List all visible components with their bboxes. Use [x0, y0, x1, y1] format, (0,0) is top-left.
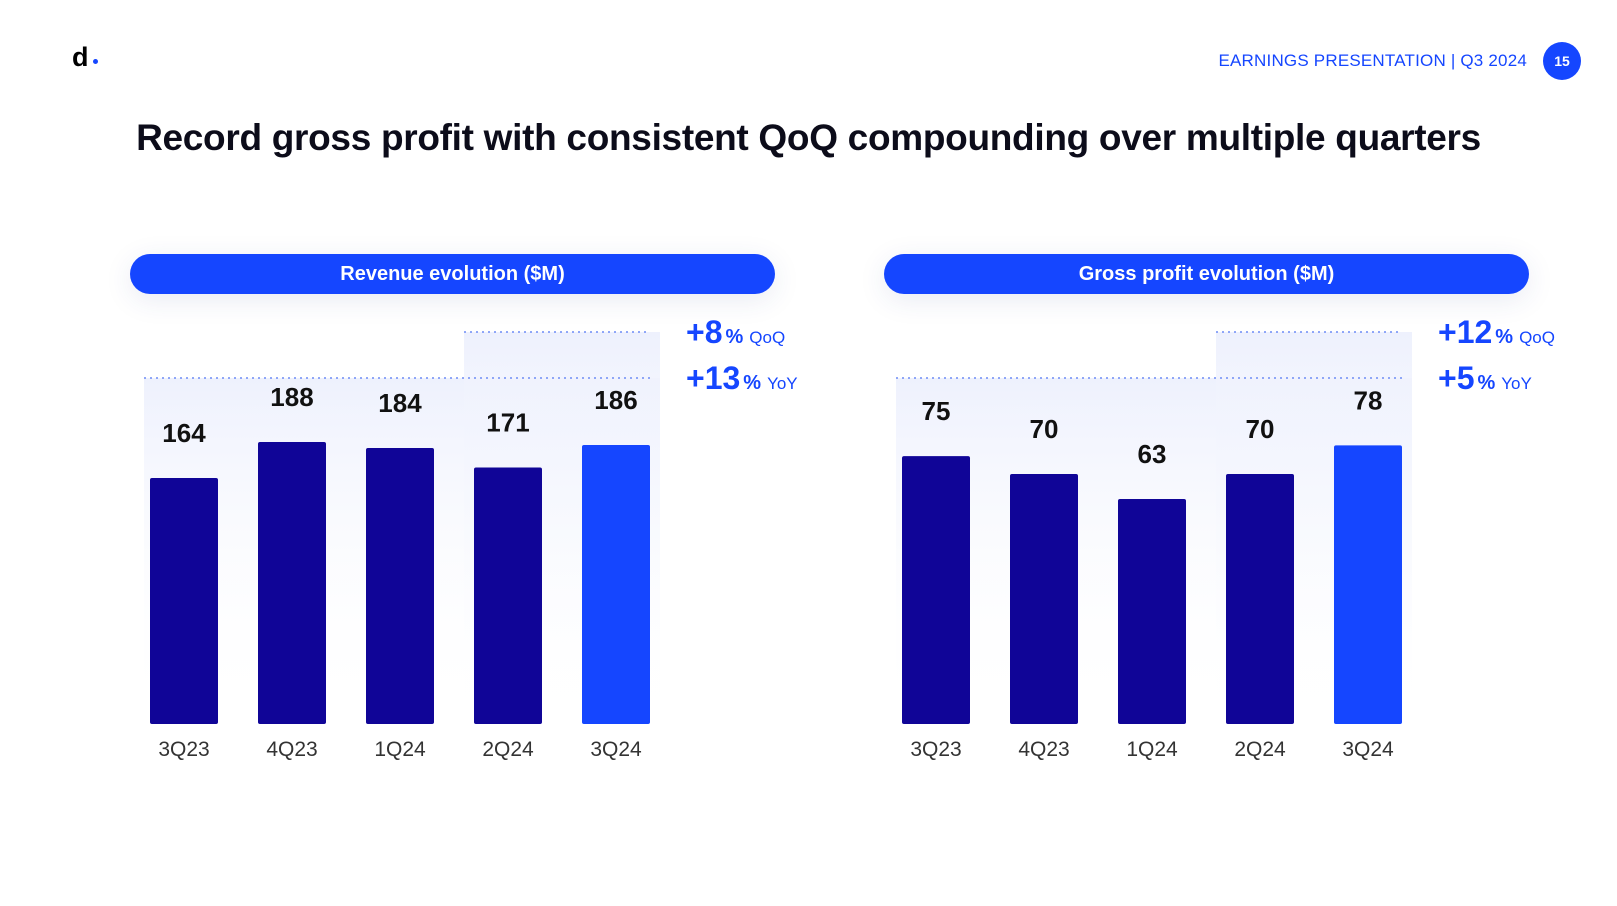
yoy-growth-percent: %	[743, 372, 761, 394]
yoy-growth-value: +13	[686, 360, 740, 396]
bar-1Q24	[1118, 499, 1186, 724]
slide-header: EARNINGS PRESENTATION | Q3 2024 15	[1218, 42, 1581, 80]
bar-3Q24	[582, 445, 650, 724]
category-label-2Q24: 2Q24	[482, 738, 534, 761]
category-label-3Q23: 3Q23	[910, 738, 961, 761]
company-logo: d	[72, 44, 98, 71]
value-label-3Q23: 164	[162, 418, 206, 448]
logo-dot	[92, 59, 98, 65]
value-label-2Q24: 70	[1246, 414, 1275, 444]
bar-2Q24	[474, 467, 542, 724]
category-label-2Q24: 2Q24	[1234, 738, 1286, 761]
category-label-4Q23: 4Q23	[1018, 738, 1069, 761]
category-label-3Q23: 3Q23	[158, 738, 209, 761]
value-label-4Q23: 188	[270, 382, 313, 412]
qoq-growth-value: +12	[1438, 314, 1492, 350]
gross-profit-chart-title: Gross profit evolution ($M)	[884, 254, 1529, 294]
qoq-growth-percent: %	[725, 326, 743, 348]
yoy-growth-label: +13% YoY	[686, 360, 798, 396]
value-label-3Q24: 78	[1354, 385, 1383, 415]
value-label-3Q23: 75	[922, 396, 951, 426]
qoq-growth-label: +12% QoQ	[1438, 314, 1555, 350]
bar-2Q24	[1226, 474, 1294, 724]
category-label-3Q24: 3Q24	[1342, 738, 1394, 761]
value-label-3Q24: 186	[594, 385, 637, 415]
yoy-growth-label: +5% YoY	[1438, 360, 1532, 396]
yoy-growth-suffix: YoY	[1501, 374, 1532, 393]
value-label-1Q24: 63	[1138, 439, 1167, 469]
page-number-badge: 15	[1543, 42, 1581, 80]
value-label-2Q24: 171	[486, 408, 529, 438]
bar-4Q23	[258, 442, 326, 724]
qoq-growth-value: +8	[686, 314, 722, 350]
bar-3Q24	[1334, 445, 1402, 724]
category-label-3Q24: 3Q24	[590, 738, 642, 761]
value-label-1Q24: 184	[378, 388, 422, 418]
qoq-growth-percent: %	[1495, 326, 1513, 348]
yoy-growth-suffix: YoY	[767, 374, 798, 393]
logo-text: d	[72, 42, 89, 72]
yoy-growth-value: +5	[1438, 360, 1474, 396]
yoy-growth-percent: %	[1477, 372, 1495, 394]
presentation-label: EARNINGS PRESENTATION | Q3 2024	[1218, 51, 1527, 70]
revenue-bar-chart: +8% QoQ +13% YoY 164 3Q23 188 4Q23 184 1Q24 171 2Q2…	[144, 314, 798, 761]
gross-profit-bar-chart: +12% QoQ +5% YoY 75 3Q23 70 4Q23 63 1Q24 70 2Q24 78 3…	[896, 314, 1555, 761]
qoq-growth-label: +8% QoQ	[686, 314, 785, 350]
qoq-growth-suffix: QoQ	[1519, 328, 1555, 347]
bar-3Q23	[150, 478, 218, 724]
category-label-1Q24: 1Q24	[374, 738, 426, 761]
category-label-1Q24: 1Q24	[1126, 738, 1178, 761]
bar-3Q23	[902, 456, 970, 724]
bar-4Q23	[1010, 474, 1078, 724]
bar-1Q24	[366, 448, 434, 724]
slide-title: Record gross profit with consistent QoQ …	[136, 117, 1481, 158]
value-label-4Q23: 70	[1030, 414, 1059, 444]
category-label-4Q23: 4Q23	[266, 738, 317, 761]
revenue-chart-title: Revenue evolution ($M)	[130, 254, 775, 294]
qoq-growth-suffix: QoQ	[749, 328, 785, 347]
